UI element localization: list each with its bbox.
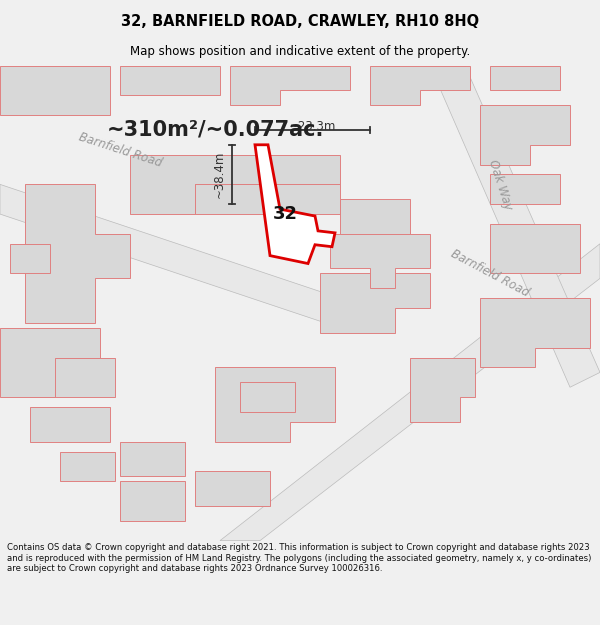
Text: ~38.4m: ~38.4m xyxy=(213,151,226,198)
Polygon shape xyxy=(130,154,340,214)
Polygon shape xyxy=(195,471,270,506)
Polygon shape xyxy=(215,368,335,442)
Polygon shape xyxy=(0,328,100,397)
Text: Barnfield Road: Barnfield Road xyxy=(77,130,163,169)
Polygon shape xyxy=(490,66,560,91)
Polygon shape xyxy=(60,451,115,481)
Polygon shape xyxy=(330,234,430,288)
Polygon shape xyxy=(340,199,410,234)
Text: Barnfield Road: Barnfield Road xyxy=(449,248,532,299)
Polygon shape xyxy=(10,244,50,274)
Polygon shape xyxy=(30,357,115,397)
Text: 32, BARNFIELD ROAD, CRAWLEY, RH10 8HQ: 32, BARNFIELD ROAD, CRAWLEY, RH10 8HQ xyxy=(121,14,479,29)
Polygon shape xyxy=(490,224,580,274)
Polygon shape xyxy=(490,174,560,204)
Polygon shape xyxy=(320,274,430,332)
Text: ~23.3m: ~23.3m xyxy=(289,120,336,133)
Polygon shape xyxy=(430,66,600,388)
Text: ~310m²/~0.077ac.: ~310m²/~0.077ac. xyxy=(106,120,323,140)
Polygon shape xyxy=(480,105,570,164)
Polygon shape xyxy=(25,184,130,323)
Text: Oak Way: Oak Way xyxy=(486,158,514,211)
Polygon shape xyxy=(480,298,590,368)
Polygon shape xyxy=(120,442,185,476)
Polygon shape xyxy=(370,66,470,105)
Polygon shape xyxy=(0,184,340,328)
Polygon shape xyxy=(410,357,475,422)
Polygon shape xyxy=(220,244,600,541)
Polygon shape xyxy=(255,145,335,264)
Text: Contains OS data © Crown copyright and database right 2021. This information is : Contains OS data © Crown copyright and d… xyxy=(7,543,592,573)
Polygon shape xyxy=(230,66,350,105)
Polygon shape xyxy=(30,407,110,442)
Polygon shape xyxy=(120,481,185,521)
Polygon shape xyxy=(120,66,220,95)
Text: 32: 32 xyxy=(272,205,298,223)
Polygon shape xyxy=(0,66,110,115)
Polygon shape xyxy=(195,184,340,214)
Text: Map shows position and indicative extent of the property.: Map shows position and indicative extent… xyxy=(130,44,470,58)
Polygon shape xyxy=(240,382,295,412)
